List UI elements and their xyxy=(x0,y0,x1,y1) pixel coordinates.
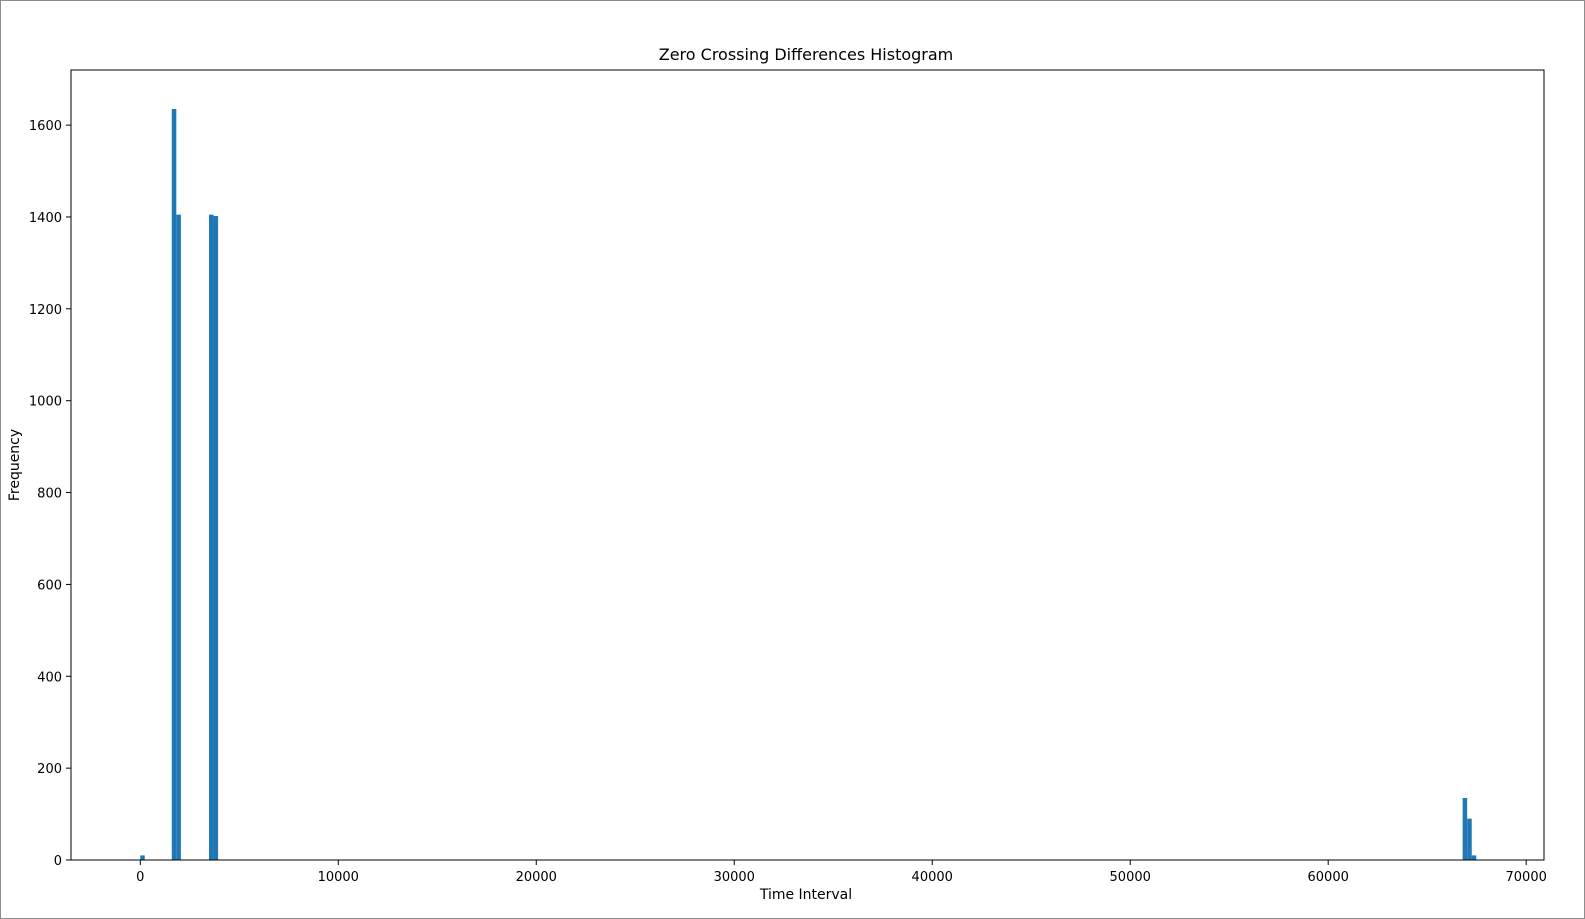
y-axis-label: Frequency xyxy=(7,429,23,501)
x-axis-label: Time Interval xyxy=(759,887,852,903)
x-tick-label-0: 0 xyxy=(136,870,144,885)
y-tick-label-1: 200 xyxy=(37,762,62,777)
x-axis-ticks: 0 10000 20000 30000 40000 50000 60000 70000 xyxy=(136,860,1547,885)
y-tick-label-6: 1200 xyxy=(29,303,62,318)
y-tick-label-7: 1400 xyxy=(29,211,62,226)
histogram-bar-2 xyxy=(176,214,181,860)
y-tick-label-8: 1600 xyxy=(29,119,62,134)
histogram-bar-1 xyxy=(171,109,177,860)
y-tick-label-4: 800 xyxy=(37,487,62,502)
y-tick-label-5: 1000 xyxy=(29,395,62,410)
histogram-bar-6 xyxy=(1467,818,1472,860)
histogram-bar-3 xyxy=(208,214,214,860)
histogram-bar-5 xyxy=(1462,797,1468,860)
y-axis-ticks: 0 200 400 600 800 1000 1200 1400 1600 xyxy=(29,119,71,869)
x-tick-label-7: 70000 xyxy=(1506,870,1547,885)
plot-area-frame xyxy=(70,69,1545,861)
y-tick-label-2: 400 xyxy=(37,670,62,685)
y-tick-label-3: 600 xyxy=(37,578,62,593)
histogram-bar-0 xyxy=(140,855,145,860)
x-tick-label-2: 20000 xyxy=(516,870,557,885)
x-tick-label-4: 40000 xyxy=(912,870,953,885)
y-tick-label-0: 0 xyxy=(54,854,62,869)
x-tick-label-5: 50000 xyxy=(1110,870,1151,885)
x-tick-label-1: 10000 xyxy=(318,870,359,885)
x-tick-label-6: 60000 xyxy=(1308,870,1349,885)
histogram-bars xyxy=(140,109,1477,861)
histogram-bar-4 xyxy=(213,216,219,861)
histogram-bar-7 xyxy=(1471,855,1477,860)
chart-title: Zero Crossing Differences Histogram xyxy=(659,45,954,64)
x-tick-label-3: 30000 xyxy=(714,870,755,885)
